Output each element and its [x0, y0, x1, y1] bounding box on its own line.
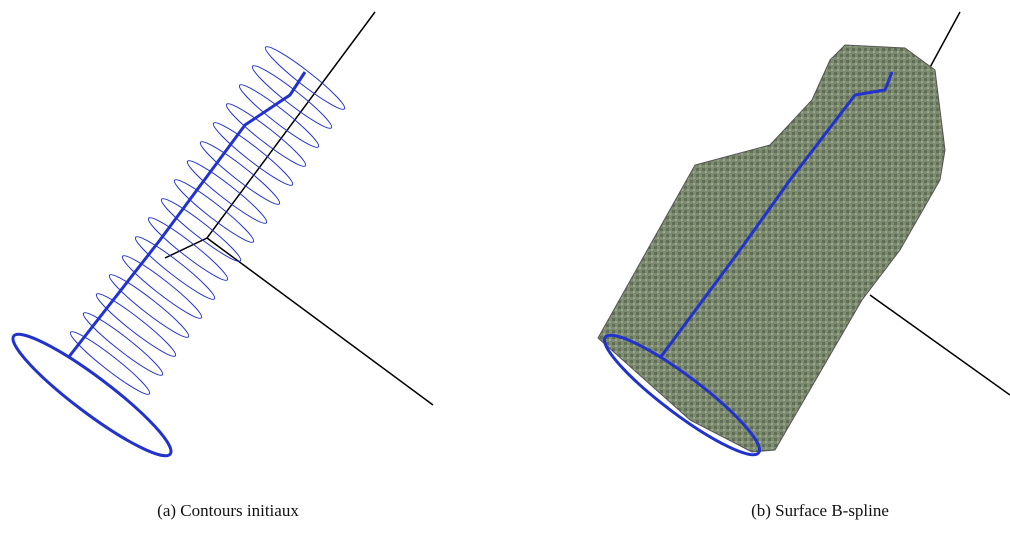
- caption: (b) Surface B-spline: [751, 501, 889, 520]
- axis: [870, 295, 1010, 395]
- spine: [68, 72, 305, 358]
- contours: [66, 42, 348, 400]
- surface: [598, 45, 945, 452]
- axis: [207, 238, 433, 405]
- figure: (a) Contours initiaux (b) Surface B-spli…: [0, 0, 1010, 548]
- subfigure-a: [3, 12, 433, 468]
- axis: [165, 12, 375, 258]
- caption: (a) Contours initiaux: [157, 501, 299, 520]
- subfigure-b: [594, 12, 1010, 468]
- base-contour: [3, 322, 181, 469]
- page: (a) Contours initiaux (b) Surface B-spli…: [0, 0, 1010, 548]
